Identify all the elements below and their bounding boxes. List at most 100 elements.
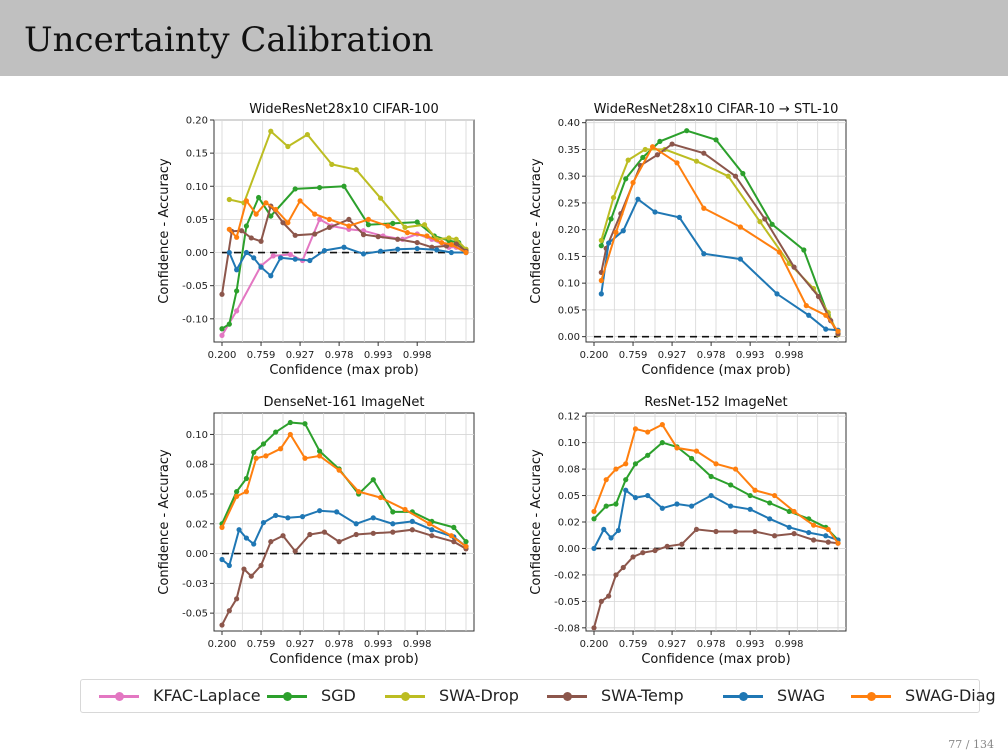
data-point [791,531,797,537]
data-point [234,267,240,273]
data-point [426,521,432,527]
data-point [378,494,384,501]
legend-label: SWA-Drop [439,686,519,705]
data-point [701,205,707,211]
data-point [453,236,459,242]
legend-label: SWAG-Diag [905,686,996,705]
x-tick-label: 0.998 [775,639,804,650]
data-point [273,429,279,435]
x-tick-label: 0.200 [580,350,609,361]
data-point [378,195,384,201]
data-point [701,251,707,257]
data-point [287,419,293,426]
data-point [429,533,435,539]
data-point [615,527,621,534]
data-point [402,506,408,513]
data-point [334,509,340,515]
data-point [684,128,690,134]
data-point [226,249,232,256]
data-point [620,228,626,234]
y-tick-label: 0.20 [186,116,208,127]
y-tick-label: 0.30 [558,172,580,183]
y-tick-label: 0.00 [558,332,580,343]
x-axis-label: Confidence (max prob) [641,363,790,378]
x-tick-label: 0.993 [364,350,393,361]
data-point [292,256,298,262]
y-tick-label: 0.35 [558,145,580,156]
x-tick-label: 0.978 [325,350,354,361]
y-tick-label: -0.08 [554,623,580,634]
data-point [835,540,841,546]
data-point [409,527,415,533]
data-point [434,247,440,253]
data-point [674,445,680,451]
data-point [395,246,401,252]
data-point [737,224,743,230]
data-point [757,219,763,225]
data-point [693,158,700,164]
data-point [606,240,612,246]
y-tick-label: 0.02 [558,518,580,529]
data-point [256,194,262,201]
data-point [346,223,352,229]
data-point [429,527,435,533]
data-point [219,556,225,563]
x-tick-label: 0.993 [364,639,393,650]
chart-title: WideResNet28x10 CIFAR-10 → STL-10 [594,102,839,117]
data-point [623,461,629,467]
chart-title: ResNet-152 ImageNet [644,395,787,410]
data-point [280,533,286,539]
x-tick-label: 0.200 [580,639,609,650]
data-point [752,487,758,493]
x-axis-label: Confidence (max prob) [269,363,418,378]
data-point [652,209,658,215]
x-tick-label: 0.993 [736,639,765,650]
data-point [669,141,675,147]
data-point [268,539,274,545]
data-point [693,526,700,533]
data-point [365,222,371,228]
data-point [326,224,332,230]
x-tick-label: 0.927 [658,350,687,361]
data-point [234,493,240,499]
data-point [448,241,454,248]
data-point [219,622,225,628]
data-point [277,255,284,261]
legend-swatch [99,692,139,701]
data-point [776,249,783,255]
data-point [326,216,332,223]
legend-label: KFAC-Laplace [153,686,261,705]
x-tick-label: 0.927 [286,639,315,650]
y-tick-label: -0.05 [182,281,208,292]
data-point [253,455,259,461]
data-point [632,495,639,501]
data-point [786,524,792,530]
y-axis-label: Confidence - Accuracy [157,449,172,595]
y-tick-label: 0.25 [558,198,580,209]
data-point [823,533,829,539]
data-point [453,241,459,247]
data-point [299,514,306,520]
data-point [815,293,822,300]
data-point [285,143,291,150]
y-tick-label: -0.03 [182,579,208,590]
y-tick-label: 0.00 [558,544,580,555]
data-point [258,238,264,244]
data-point [268,273,274,279]
data-point [825,539,831,545]
legend-swatch [851,692,891,701]
data-point [329,161,335,167]
data-point [317,448,323,454]
chart-wrn-cifar100: 0.200 0.759 0.927 0.978 0.993 0.998 -0.10 -0.05… [157,102,475,378]
data-point [341,183,347,189]
x-tick-label: 0.927 [286,350,315,361]
data-point [243,535,249,541]
data-point [248,235,254,241]
data-point [632,461,639,467]
data-point [234,596,240,602]
data-point [598,598,604,604]
data-point [811,537,817,543]
data-point [801,247,807,253]
data-point [243,475,249,482]
y-tick-label: 0.08 [558,465,580,476]
